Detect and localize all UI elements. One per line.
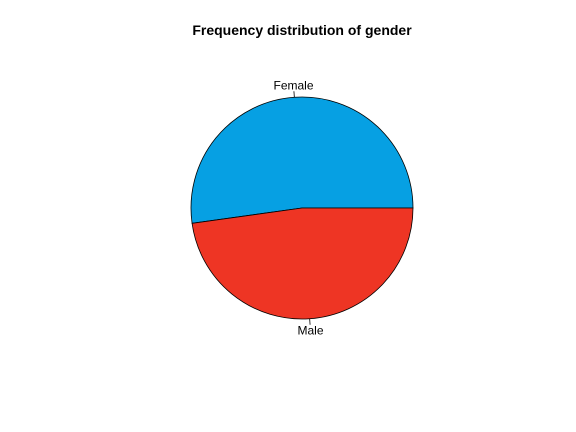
pie-labels: Female Male: [273, 78, 323, 337]
pie-label-female: Female: [273, 78, 313, 92]
chart-title: Frequency distribution of gender: [192, 22, 412, 38]
pie-slices: [190, 96, 414, 320]
pie-slice-male: [191, 207, 414, 320]
pie-label-male: Male: [297, 324, 323, 338]
pie-slice-female: [190, 96, 414, 224]
